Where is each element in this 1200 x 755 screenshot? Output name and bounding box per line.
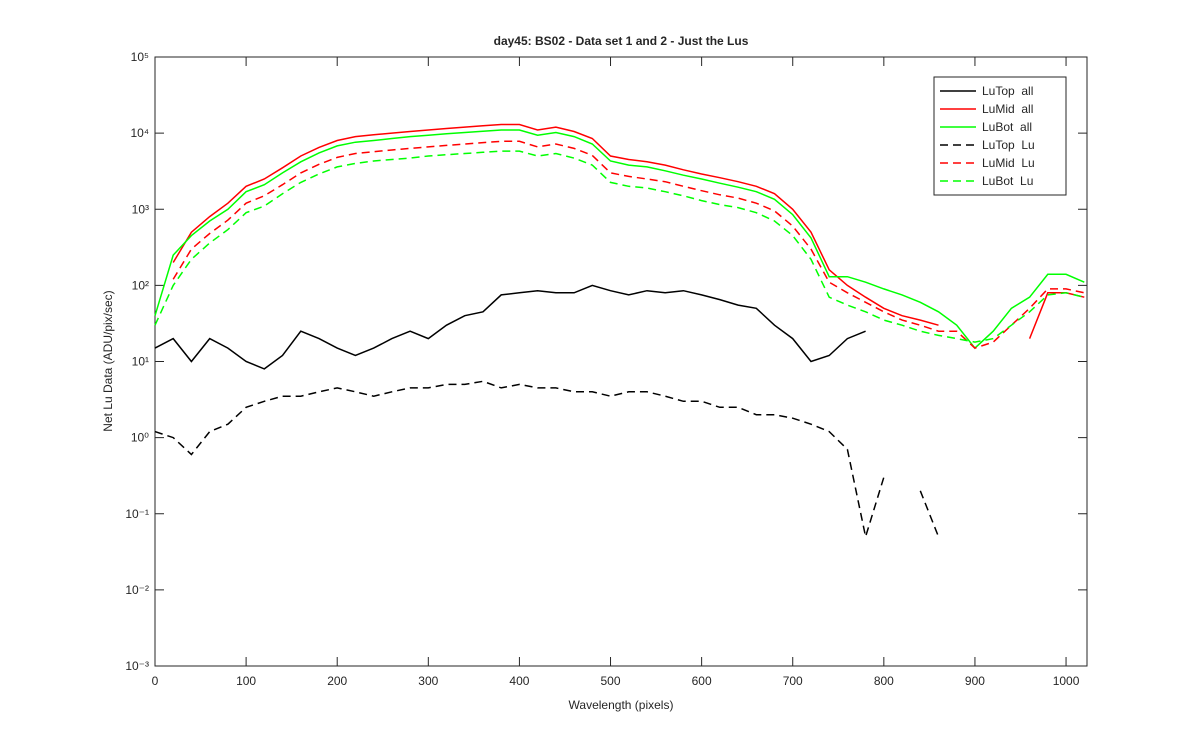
x-tick-label: 600 xyxy=(692,674,712,688)
series-line xyxy=(154,150,1085,343)
x-tick-label: 1000 xyxy=(1053,674,1080,688)
series-line xyxy=(154,129,1085,350)
x-tick-label: 400 xyxy=(509,674,529,688)
legend-box xyxy=(933,76,1067,196)
series-line xyxy=(172,140,1085,349)
y-tick-label: 10⁴ xyxy=(130,126,149,140)
x-axis-label: Wavelength (pixels) xyxy=(569,698,674,712)
legend-label: LuTop all xyxy=(982,84,1033,98)
y-tick-label: 10² xyxy=(132,278,149,292)
y-tick-label: 10³ xyxy=(132,202,149,216)
x-tick-label: 800 xyxy=(874,674,894,688)
series-line xyxy=(154,284,866,370)
y-tick-label: 10¹ xyxy=(132,355,149,369)
y-tick-label: 10⁵ xyxy=(131,50,149,64)
chart-title: day45: BS02 - Data set 1 and 2 - Just th… xyxy=(494,34,749,48)
x-tick-label: 500 xyxy=(601,674,621,688)
legend-label: LuBot all xyxy=(982,120,1032,134)
x-tick-label: 200 xyxy=(327,674,347,688)
x-tick-label: 300 xyxy=(418,674,438,688)
legend-label: LuMid Lu xyxy=(982,156,1035,170)
y-axis-label: Net Lu Data (ADU/pix/sec) xyxy=(101,290,115,431)
legend-label: LuMid all xyxy=(982,102,1033,116)
y-tick-label: 10⁻³ xyxy=(125,659,149,673)
y-tick-label: 10⁻² xyxy=(125,583,149,597)
y-tick-label: 10⁰ xyxy=(131,431,149,445)
x-tick-label: 100 xyxy=(236,674,256,688)
y-tick-label: 10⁻¹ xyxy=(125,507,149,521)
legend-label: LuTop Lu xyxy=(982,138,1035,152)
x-tick-label: 700 xyxy=(783,674,803,688)
x-tick-label: 900 xyxy=(965,674,985,688)
x-tick-label: 0 xyxy=(152,674,159,688)
legend-label: LuBot Lu xyxy=(982,174,1033,188)
